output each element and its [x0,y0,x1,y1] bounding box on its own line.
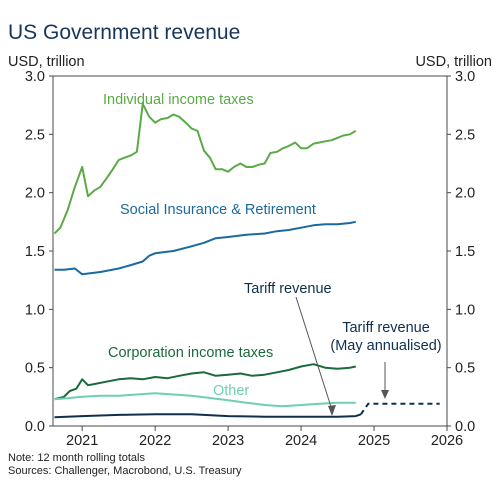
y-tick-label-left: 1.5 [25,244,45,260]
series-line-individual-income-taxes [53,103,357,235]
x-tick-label: 2025 [358,433,390,449]
label-corporation-income-taxes: Corporation income taxes [108,345,273,361]
label-individual-income-taxes: Individual income taxes [103,92,254,108]
axis-ticks: 0.0 0.0 0.5 0.5 1.0 1.0 1.5 1.5 2.0 2.0 2.5 2.5 3.0 3… [25,69,475,449]
plot-frame [52,75,448,427]
y-tick-label-right: 0.5 [455,361,475,377]
y-tick-label-right: 3.0 [455,69,475,85]
series-line-tariff-revenue-may-annualised [360,402,440,415]
x-tick-label: 2026 [431,433,463,449]
tariff-annualised-arrowhead [381,390,389,399]
label-tariff-annualised-line2: (May annualised) [330,338,441,354]
label-social-insurance: Social Insurance & Retirement [120,202,316,218]
footnote: Note: 12 month rolling totals [8,452,145,464]
left-axis-unit-label: USD, trillion [8,54,85,70]
tariff-arrowhead [328,405,336,416]
y-tick-label-left: 0.5 [25,361,45,377]
x-tick-label: 2022 [139,433,171,449]
sources: Sources: Challenger, Macrobond, U.S. Tre… [8,465,242,477]
right-axis-unit-label: USD, trillion [415,54,492,70]
y-tick-label-left: 2.5 [25,127,45,143]
series-line-social-insurance-retirement [54,220,357,276]
label-other: Other [213,383,249,399]
y-tick-label-right: 2.5 [455,127,475,143]
tariff-arrow-line [295,296,333,411]
y-tick-label-left: 2.0 [25,186,45,202]
series-line-corporation-income-taxes [54,363,357,401]
label-tariff-revenue: Tariff revenue [244,281,332,297]
y-tick-label-left: 0.0 [25,419,45,435]
x-tick-label: 2023 [212,433,244,449]
label-tariff-annualised-line1: Tariff revenue [342,320,430,336]
y-tick-label-right: 2.0 [455,186,475,202]
series-line-tariff-revenue [54,413,362,419]
y-tick-label-right: 1.0 [455,302,475,318]
x-tick-label: 2024 [285,433,317,449]
x-tick-label: 2021 [66,433,98,449]
y-tick-label-right: 0.0 [455,419,475,435]
chart-title: US Government revenue [8,21,240,44]
series-line-other [54,392,356,408]
y-tick-label-left: 1.0 [25,302,45,318]
y-tick-label-left: 3.0 [25,69,45,85]
y-tick-label-right: 1.5 [455,244,475,260]
series-layer [53,103,440,419]
